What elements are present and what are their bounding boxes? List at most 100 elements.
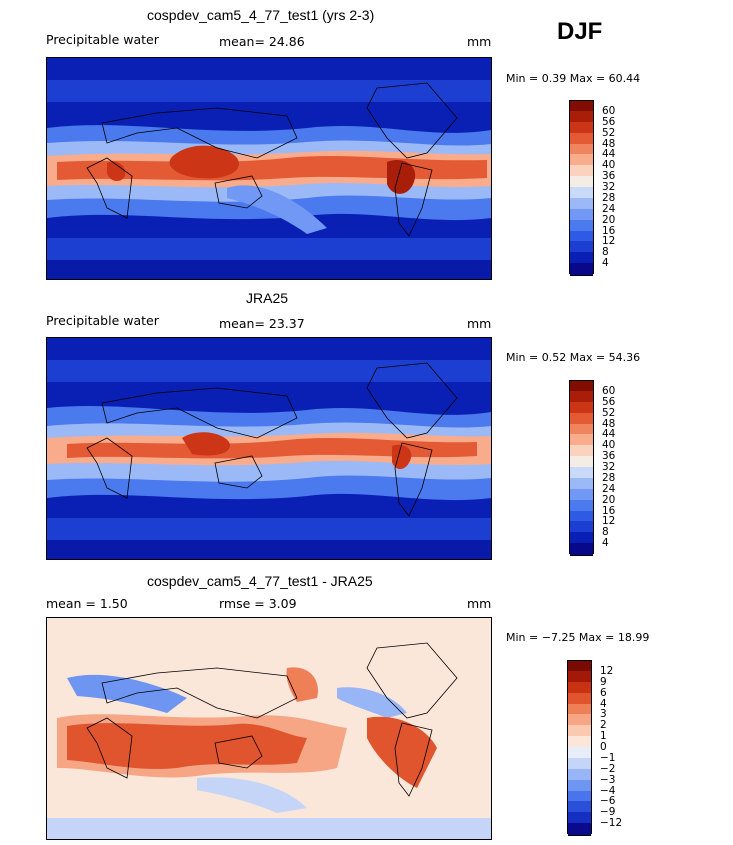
panel-2-colorbar-box xyxy=(569,380,594,556)
colorbar-level-label: −2 xyxy=(600,762,616,775)
colorbar-level-label: 36 xyxy=(602,450,616,463)
colorbar-level-label: −9 xyxy=(600,806,616,819)
colorbar-level-label: 4 xyxy=(600,697,607,710)
colorbar-level-label: 24 xyxy=(602,482,616,495)
colorbar-level-label: 20 xyxy=(602,493,616,506)
colorbar-level-label: 2 xyxy=(600,719,607,732)
colorbar-swatch xyxy=(570,543,593,556)
panel-2-min-max: Min = 0.52 Max = 54.36 xyxy=(506,351,641,364)
panel-1-title: cospdev_cam5_4_77_test1 (yrs 2-3) xyxy=(147,7,375,23)
colorbar-swatch xyxy=(570,230,593,242)
colorbar-level-label: −1 xyxy=(600,751,616,764)
colorbar-swatch xyxy=(570,467,593,479)
colorbar-swatch xyxy=(570,263,593,276)
colorbar-swatch xyxy=(570,143,593,155)
colorbar-swatch xyxy=(568,790,591,802)
panel-2-map xyxy=(46,337,492,560)
colorbar-level-label: −6 xyxy=(600,795,616,808)
colorbar-swatch xyxy=(570,197,593,210)
colorbar-swatch xyxy=(570,477,593,490)
colorbar-level-label: 44 xyxy=(602,148,616,161)
colorbar-swatch xyxy=(568,670,591,683)
colorbar-swatch xyxy=(568,714,591,726)
colorbar-level-label: 4 xyxy=(602,537,609,550)
colorbar-swatch xyxy=(568,681,591,694)
colorbar-swatch xyxy=(570,380,593,393)
colorbar-swatch xyxy=(568,768,591,781)
colorbar-swatch xyxy=(568,747,591,759)
colorbar-swatch xyxy=(570,219,593,231)
colorbar-swatch xyxy=(568,725,591,737)
colorbar-level-label: −4 xyxy=(600,784,616,797)
colorbar-swatch xyxy=(568,801,591,813)
colorbar-swatch xyxy=(570,121,593,134)
panel-3-min-max: Min = −7.25 Max = 18.99 xyxy=(506,631,650,644)
panel-1-units: mm xyxy=(467,34,492,49)
colorbar-level-label: 40 xyxy=(602,439,616,452)
colorbar-level-label: 12 xyxy=(602,515,616,528)
colorbar-level-label: 1 xyxy=(600,730,607,743)
panel-3-units: mm xyxy=(467,596,492,611)
colorbar-swatch xyxy=(568,703,591,715)
colorbar-swatch xyxy=(570,132,593,144)
colorbar-level-label: −12 xyxy=(600,817,623,830)
colorbar-level-label: 8 xyxy=(602,526,609,539)
panel-3-mean-label: mean = 1.50 xyxy=(46,596,128,611)
panel-3-map-svg xyxy=(47,618,491,839)
colorbar-level-label: 12 xyxy=(600,664,614,677)
colorbar-level-label: 48 xyxy=(602,417,616,430)
colorbar-level-label: 9 xyxy=(600,675,607,688)
colorbar-level-label: 40 xyxy=(602,159,616,172)
colorbar-swatch xyxy=(570,208,593,221)
colorbar-level-label: 8 xyxy=(602,246,609,259)
colorbar-level-label: 52 xyxy=(602,126,616,139)
colorbar-level-label: 3 xyxy=(600,708,607,721)
colorbar-swatch xyxy=(568,779,591,791)
colorbar-swatch xyxy=(568,812,591,824)
colorbar-swatch xyxy=(570,521,593,533)
colorbar-swatch xyxy=(568,823,591,836)
colorbar-level-label: 0 xyxy=(600,741,607,753)
colorbar-level-label: 36 xyxy=(602,170,616,183)
colorbar-level-label: −3 xyxy=(600,773,616,786)
colorbar-level-label: 6 xyxy=(600,686,607,699)
colorbar-swatch xyxy=(570,176,593,188)
colorbar-level-label: 28 xyxy=(602,471,616,484)
colorbar-swatch xyxy=(568,660,591,673)
colorbar-swatch xyxy=(570,241,593,253)
colorbar-level-label: 60 xyxy=(602,104,616,117)
colorbar-swatch xyxy=(570,423,593,435)
panel-2-units: mm xyxy=(467,316,492,331)
colorbar-swatch xyxy=(570,252,593,264)
colorbar-swatch xyxy=(570,110,593,123)
colorbar-level-label: 24 xyxy=(602,202,616,215)
colorbar-swatch xyxy=(570,187,593,199)
panel-1-min-max: Min = 0.39 Max = 60.44 xyxy=(506,72,641,85)
panel-1-mean-label: mean= 24.86 xyxy=(219,34,305,49)
colorbar-level-label: 56 xyxy=(602,115,616,128)
colorbar-swatch xyxy=(570,499,593,511)
colorbar-swatch xyxy=(570,434,593,446)
panel-3-colorbar-box xyxy=(567,660,592,836)
panel-2-map-svg xyxy=(47,338,491,559)
colorbar-swatch xyxy=(570,445,593,457)
panel-3-map xyxy=(46,617,492,840)
colorbar-level-label: 60 xyxy=(602,384,616,397)
colorbar-swatch xyxy=(570,456,593,468)
panel-2-variable-label: Precipitable water xyxy=(46,313,159,328)
panel-1-variable-label: Precipitable water xyxy=(46,32,159,47)
colorbar-swatch xyxy=(568,757,591,770)
colorbar-swatch xyxy=(568,692,591,704)
season-label: DJF xyxy=(557,18,603,45)
colorbar-swatch xyxy=(570,532,593,544)
panel-2-title: JRA25 xyxy=(246,290,289,306)
colorbar-swatch xyxy=(570,154,593,166)
colorbar-level-label: 12 xyxy=(602,235,616,248)
colorbar-level-label: 32 xyxy=(602,181,616,193)
colorbar-level-label: 32 xyxy=(602,461,616,473)
colorbar-level-label: 44 xyxy=(602,428,616,441)
colorbar-swatch xyxy=(568,736,591,748)
panel-3-rmse-label: rmse = 3.09 xyxy=(219,596,297,611)
colorbar-swatch xyxy=(570,401,593,414)
panel-3-title: cospdev_cam5_4_77_test1 - JRA25 xyxy=(147,573,373,589)
